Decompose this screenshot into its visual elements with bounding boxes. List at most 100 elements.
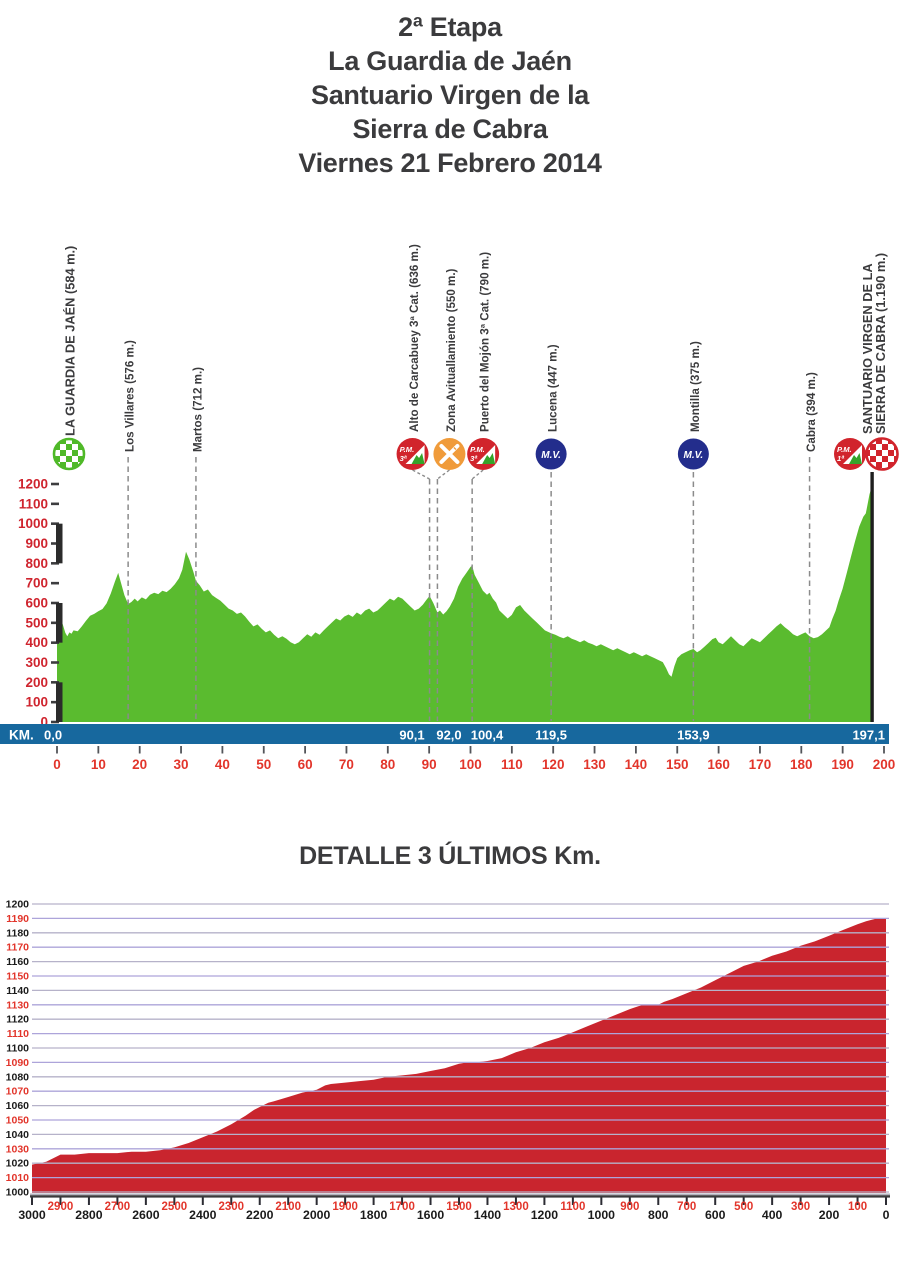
- waypoint-label: Zona Avituallamiento (550 m.): [445, 268, 458, 432]
- pm3-icon: P.M.3ª: [396, 438, 429, 470]
- km-bar-axis-label: KM.: [9, 728, 34, 743]
- main-x-tick-label: 10: [91, 757, 106, 772]
- detail-x-tick-label: 1800: [360, 1208, 388, 1222]
- detail-y-tick-label: 1100: [6, 1043, 29, 1055]
- food-icon: [433, 438, 466, 470]
- mv-icon: M.V.: [535, 438, 567, 470]
- detail-x-tick-label: 2900: [48, 1201, 74, 1213]
- detail-x-tick-label: 1200: [531, 1208, 559, 1222]
- detail-x-tick-label: 900: [620, 1201, 639, 1213]
- waypoint-label: LA GUARDIA DE JAÉN (584 m.): [63, 246, 78, 436]
- detail-x-tick-label: 1600: [417, 1208, 445, 1222]
- main-y-tick-label: 900: [25, 536, 48, 551]
- svg-text:M.V.: M.V.: [684, 450, 704, 461]
- main-x-tick-label: 190: [831, 757, 854, 772]
- detail-x-tick-label: 2600: [132, 1208, 160, 1222]
- svg-text:P.M.: P.M.: [400, 445, 415, 454]
- main-y-tick-label: 500: [25, 615, 48, 630]
- km-bar-value: 153,9: [677, 728, 710, 743]
- detail-x-tick-label: 300: [791, 1201, 810, 1213]
- detail-y-tick-label: 1070: [6, 1086, 30, 1098]
- icon-connector: [412, 469, 430, 480]
- main-x-tick-label: 200: [873, 757, 896, 772]
- svg-text:P.M.: P.M.: [470, 445, 485, 454]
- detail-x-tick-label: 3000: [18, 1208, 46, 1222]
- pm1-icon: P.M.1ª: [834, 438, 867, 470]
- detail-x-tick-label: 2700: [105, 1201, 131, 1213]
- waypoint-label: Puerto del Mojón 3ª Cat. (790 m.): [479, 252, 492, 432]
- detail-x-tick-label: 2400: [189, 1208, 217, 1222]
- detail-y-tick-label: 1140: [6, 985, 29, 997]
- detail-x-tick-label: 800: [648, 1208, 669, 1222]
- km-bar-value: 0,0: [44, 728, 62, 743]
- detail-y-tick-label: 1160: [6, 956, 29, 968]
- detail-x-tick-label: 0: [883, 1208, 890, 1222]
- detail-y-tick-label: 1080: [6, 1071, 30, 1083]
- main-x-tick-label: 160: [707, 757, 730, 772]
- detail-y-tick-label: 1000: [6, 1187, 30, 1199]
- main-y-tick-label: 200: [25, 675, 48, 690]
- main-y-tick-label: 300: [25, 655, 48, 670]
- waypoint-label: Alto de Carcabuey 3ª Cat. (636 m.): [408, 244, 421, 432]
- main-y-tick-label: 0: [40, 715, 48, 730]
- main-x-tick-label: 90: [422, 757, 437, 772]
- detail-x-tick-label: 400: [762, 1208, 783, 1222]
- main-x-tick-label: 20: [132, 757, 147, 772]
- waypoint-label: Montilla (375 m.): [689, 341, 702, 432]
- main-y-tick-label: 100: [25, 695, 48, 710]
- waypoint-label: SIERRA DE CABRA (1.190 m.): [873, 253, 888, 434]
- main-x-tick-label: 110: [501, 757, 523, 772]
- km-bar: [0, 724, 889, 744]
- y-scale-bar-segment: [56, 603, 63, 643]
- main-x-tick-label: 70: [339, 757, 354, 772]
- km-bar-value: 90,1: [399, 728, 424, 743]
- detail-x-tick-label: 2200: [246, 1208, 274, 1222]
- detail-x-tick-label: 1300: [503, 1201, 529, 1213]
- km-bar-value: 197,1: [852, 728, 885, 743]
- detail-elevation-area: [32, 918, 886, 1193]
- detail-y-tick-label: 1110: [7, 1028, 29, 1040]
- finish-line: [870, 472, 874, 722]
- last-3km-detail-chart: 1000101010201030104010501060107010801090…: [6, 899, 890, 1222]
- km-bar-value: 119,5: [535, 728, 567, 743]
- mv-icon: M.V.: [677, 438, 709, 470]
- waypoint-label: SANTUARIO VIRGEN DE LA: [860, 263, 875, 434]
- main-x-tick-label: 0: [53, 757, 61, 772]
- detail-x-tick-label: 1900: [332, 1201, 358, 1213]
- waypoint-label: Lucena (447 m.): [547, 344, 560, 432]
- detail-x-tick-label: 200: [819, 1208, 840, 1222]
- detail-x-axis: [30, 1195, 890, 1198]
- main-y-tick-label: 1000: [18, 516, 48, 531]
- main-x-tick-label: 170: [749, 757, 772, 772]
- main-x-tick-label: 50: [256, 757, 271, 772]
- main-y-tick-label: 1200: [18, 477, 48, 492]
- detail-x-tick-label: 1100: [560, 1201, 585, 1213]
- start-check-icon: [52, 437, 86, 471]
- stage-header: 2ª Etapa La Guardia de Jaén Santuario Vi…: [0, 10, 900, 180]
- detail-y-tick-label: 1130: [6, 999, 29, 1011]
- detail-y-tick-label: 1050: [6, 1115, 30, 1127]
- y-scale-bar-segment: [56, 682, 63, 722]
- finish-check-icon: [865, 437, 899, 471]
- detail-y-tick-label: 1010: [6, 1172, 30, 1184]
- icon-connector: [437, 469, 450, 480]
- main-x-tick-label: 60: [298, 757, 313, 772]
- svg-text:3ª: 3ª: [400, 454, 407, 463]
- elevation-area: [57, 486, 872, 722]
- main-y-tick-label: 800: [25, 556, 48, 571]
- detail-y-tick-label: 1040: [6, 1129, 30, 1141]
- km-bar-value: 100,4: [471, 728, 504, 743]
- detail-chart-title: DETALLE 3 ÚLTIMOS Km.: [299, 842, 601, 870]
- y-scale-bar-segment: [56, 523, 63, 564]
- detail-y-tick-label: 1170: [6, 942, 29, 954]
- detail-x-tick-label: 2100: [275, 1201, 301, 1213]
- detail-x-tick-label: 2800: [75, 1208, 103, 1222]
- main-x-tick-label: 130: [583, 757, 606, 772]
- main-x-tick-label: 180: [790, 757, 813, 772]
- detail-x-tick-label: 1700: [389, 1201, 415, 1213]
- pm3-icon: P.M.3ª: [467, 438, 500, 470]
- detail-y-tick-label: 1090: [6, 1057, 30, 1069]
- stage-date: Viernes 21 Febrero 2014: [298, 148, 602, 178]
- svg-text:3ª: 3ª: [470, 454, 477, 463]
